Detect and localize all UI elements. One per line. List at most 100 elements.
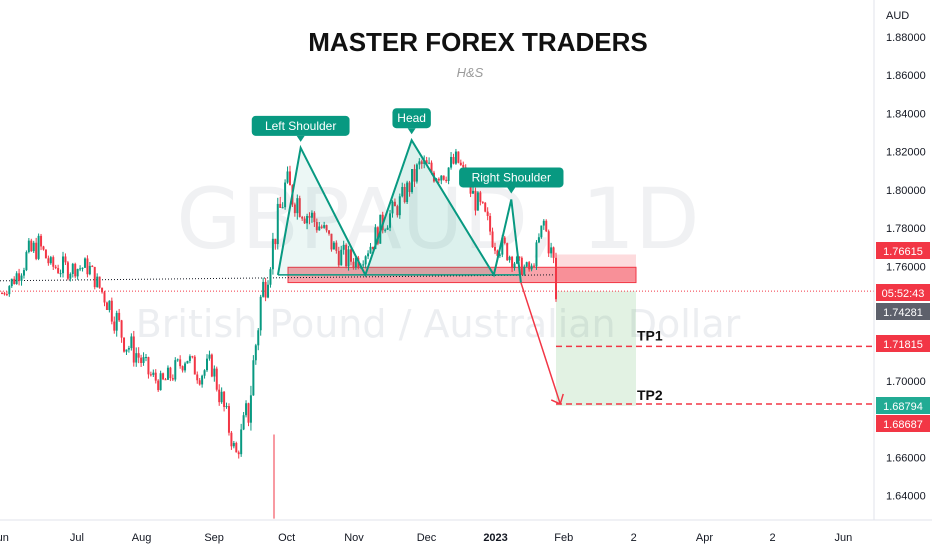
tp1-label: TP1: [637, 327, 663, 343]
candle-body: [274, 238, 277, 245]
candle-body: [164, 379, 167, 381]
candle-body: [96, 276, 99, 288]
candle-body: [42, 246, 45, 250]
candle-body: [188, 356, 191, 361]
price-tick-label: 1.64000: [886, 491, 926, 503]
candle-body: [132, 336, 135, 363]
candle-body: [293, 204, 296, 214]
candle-body: [518, 256, 521, 258]
candle-body: [235, 442, 238, 453]
candle-body: [147, 357, 150, 375]
candle-body: [335, 242, 338, 251]
candle-body: [535, 242, 538, 267]
candle-body: [520, 257, 523, 275]
candle-body: [401, 186, 404, 197]
candle-body: [411, 169, 414, 192]
candle-body: [513, 263, 516, 269]
candle-body: [498, 254, 501, 256]
candle-body: [127, 348, 130, 350]
candle-body: [496, 250, 499, 256]
candle-body: [318, 226, 321, 231]
time-tick-label: 2: [631, 532, 637, 544]
candle-body: [323, 225, 326, 228]
candle-body: [162, 373, 165, 380]
candle-body: [308, 216, 311, 218]
candle-body: [306, 216, 309, 224]
time-axis[interactable]: Jun Jul Aug Sep Oct Nov Dec 2023 Feb 2 Apr 2 Jun: [0, 532, 852, 544]
tp2-label: TP2: [637, 387, 663, 403]
candle-body: [174, 360, 177, 380]
candle-body: [406, 182, 409, 203]
stop-loss-zone: [556, 254, 636, 282]
candle-body: [315, 222, 318, 231]
candle-body: [69, 273, 72, 279]
candle-body: [88, 265, 91, 275]
candle-body: [66, 262, 69, 279]
candle-body: [342, 244, 345, 250]
price-tick-label: 1.86000: [886, 70, 926, 82]
candle-body: [408, 182, 411, 192]
price-tag-box: [876, 284, 930, 301]
candle-body: [144, 357, 147, 359]
candle-body: [86, 258, 89, 275]
candle-body: [81, 267, 84, 269]
time-tick-label: 2: [770, 532, 776, 544]
candle-body: [15, 273, 18, 285]
candle-body: [10, 278, 13, 287]
candle-body: [210, 354, 213, 377]
candle-body: [227, 406, 230, 433]
candle-body: [298, 198, 301, 217]
candle-body: [330, 233, 333, 250]
candle-body: [59, 273, 62, 275]
candle-body: [113, 321, 116, 331]
candle-body: [25, 252, 28, 271]
pattern-label-box: [459, 167, 564, 188]
candle-body: [418, 161, 421, 165]
candle-body: [247, 403, 250, 423]
time-tick-label: Feb: [554, 532, 573, 544]
candle-body: [447, 167, 450, 181]
price-tick-label: 1.84000: [886, 108, 926, 120]
candle-body: [511, 256, 514, 269]
time-tick-label: Jul: [70, 532, 84, 544]
price-axis[interactable]: 1.88000 1.86000 1.84000 1.82000 1.80000 1.780…: [886, 32, 926, 503]
candle-body: [530, 265, 533, 270]
candle-body: [462, 164, 465, 168]
candle-body: [540, 225, 543, 238]
currency-label: AUD: [886, 10, 909, 22]
candle-body: [184, 363, 187, 371]
candle-body: [420, 161, 423, 164]
candle-body: [484, 202, 487, 212]
candle-body: [371, 246, 374, 250]
candle-body: [452, 156, 455, 164]
time-tick-label: Sep: [204, 532, 224, 544]
candle-body: [393, 201, 396, 207]
price-tick-label: 1.76000: [886, 261, 926, 273]
candle-body: [115, 312, 118, 331]
candle-body: [506, 243, 509, 261]
candle-body: [32, 242, 35, 252]
candle-body: [555, 257, 557, 300]
candle-body: [225, 406, 228, 408]
candle-body: [208, 354, 211, 359]
candle-body: [503, 237, 506, 244]
candle-body: [352, 261, 355, 268]
candle-body: [550, 247, 553, 254]
candle-body: [1, 293, 3, 295]
candle-body: [491, 231, 494, 248]
candle-body: [27, 240, 30, 253]
candle-body: [386, 227, 389, 230]
candle-body: [196, 374, 199, 381]
candle-body: [91, 265, 94, 267]
candle-body: [279, 203, 282, 208]
candle-body: [130, 336, 133, 349]
candle-body: [269, 269, 272, 285]
candle-body: [35, 242, 38, 259]
price-tag-value: 1.76615: [883, 246, 923, 258]
candle-body: [267, 284, 270, 298]
candle-body: [101, 287, 104, 293]
candle-body: [284, 182, 287, 208]
candle-body: [472, 190, 475, 194]
